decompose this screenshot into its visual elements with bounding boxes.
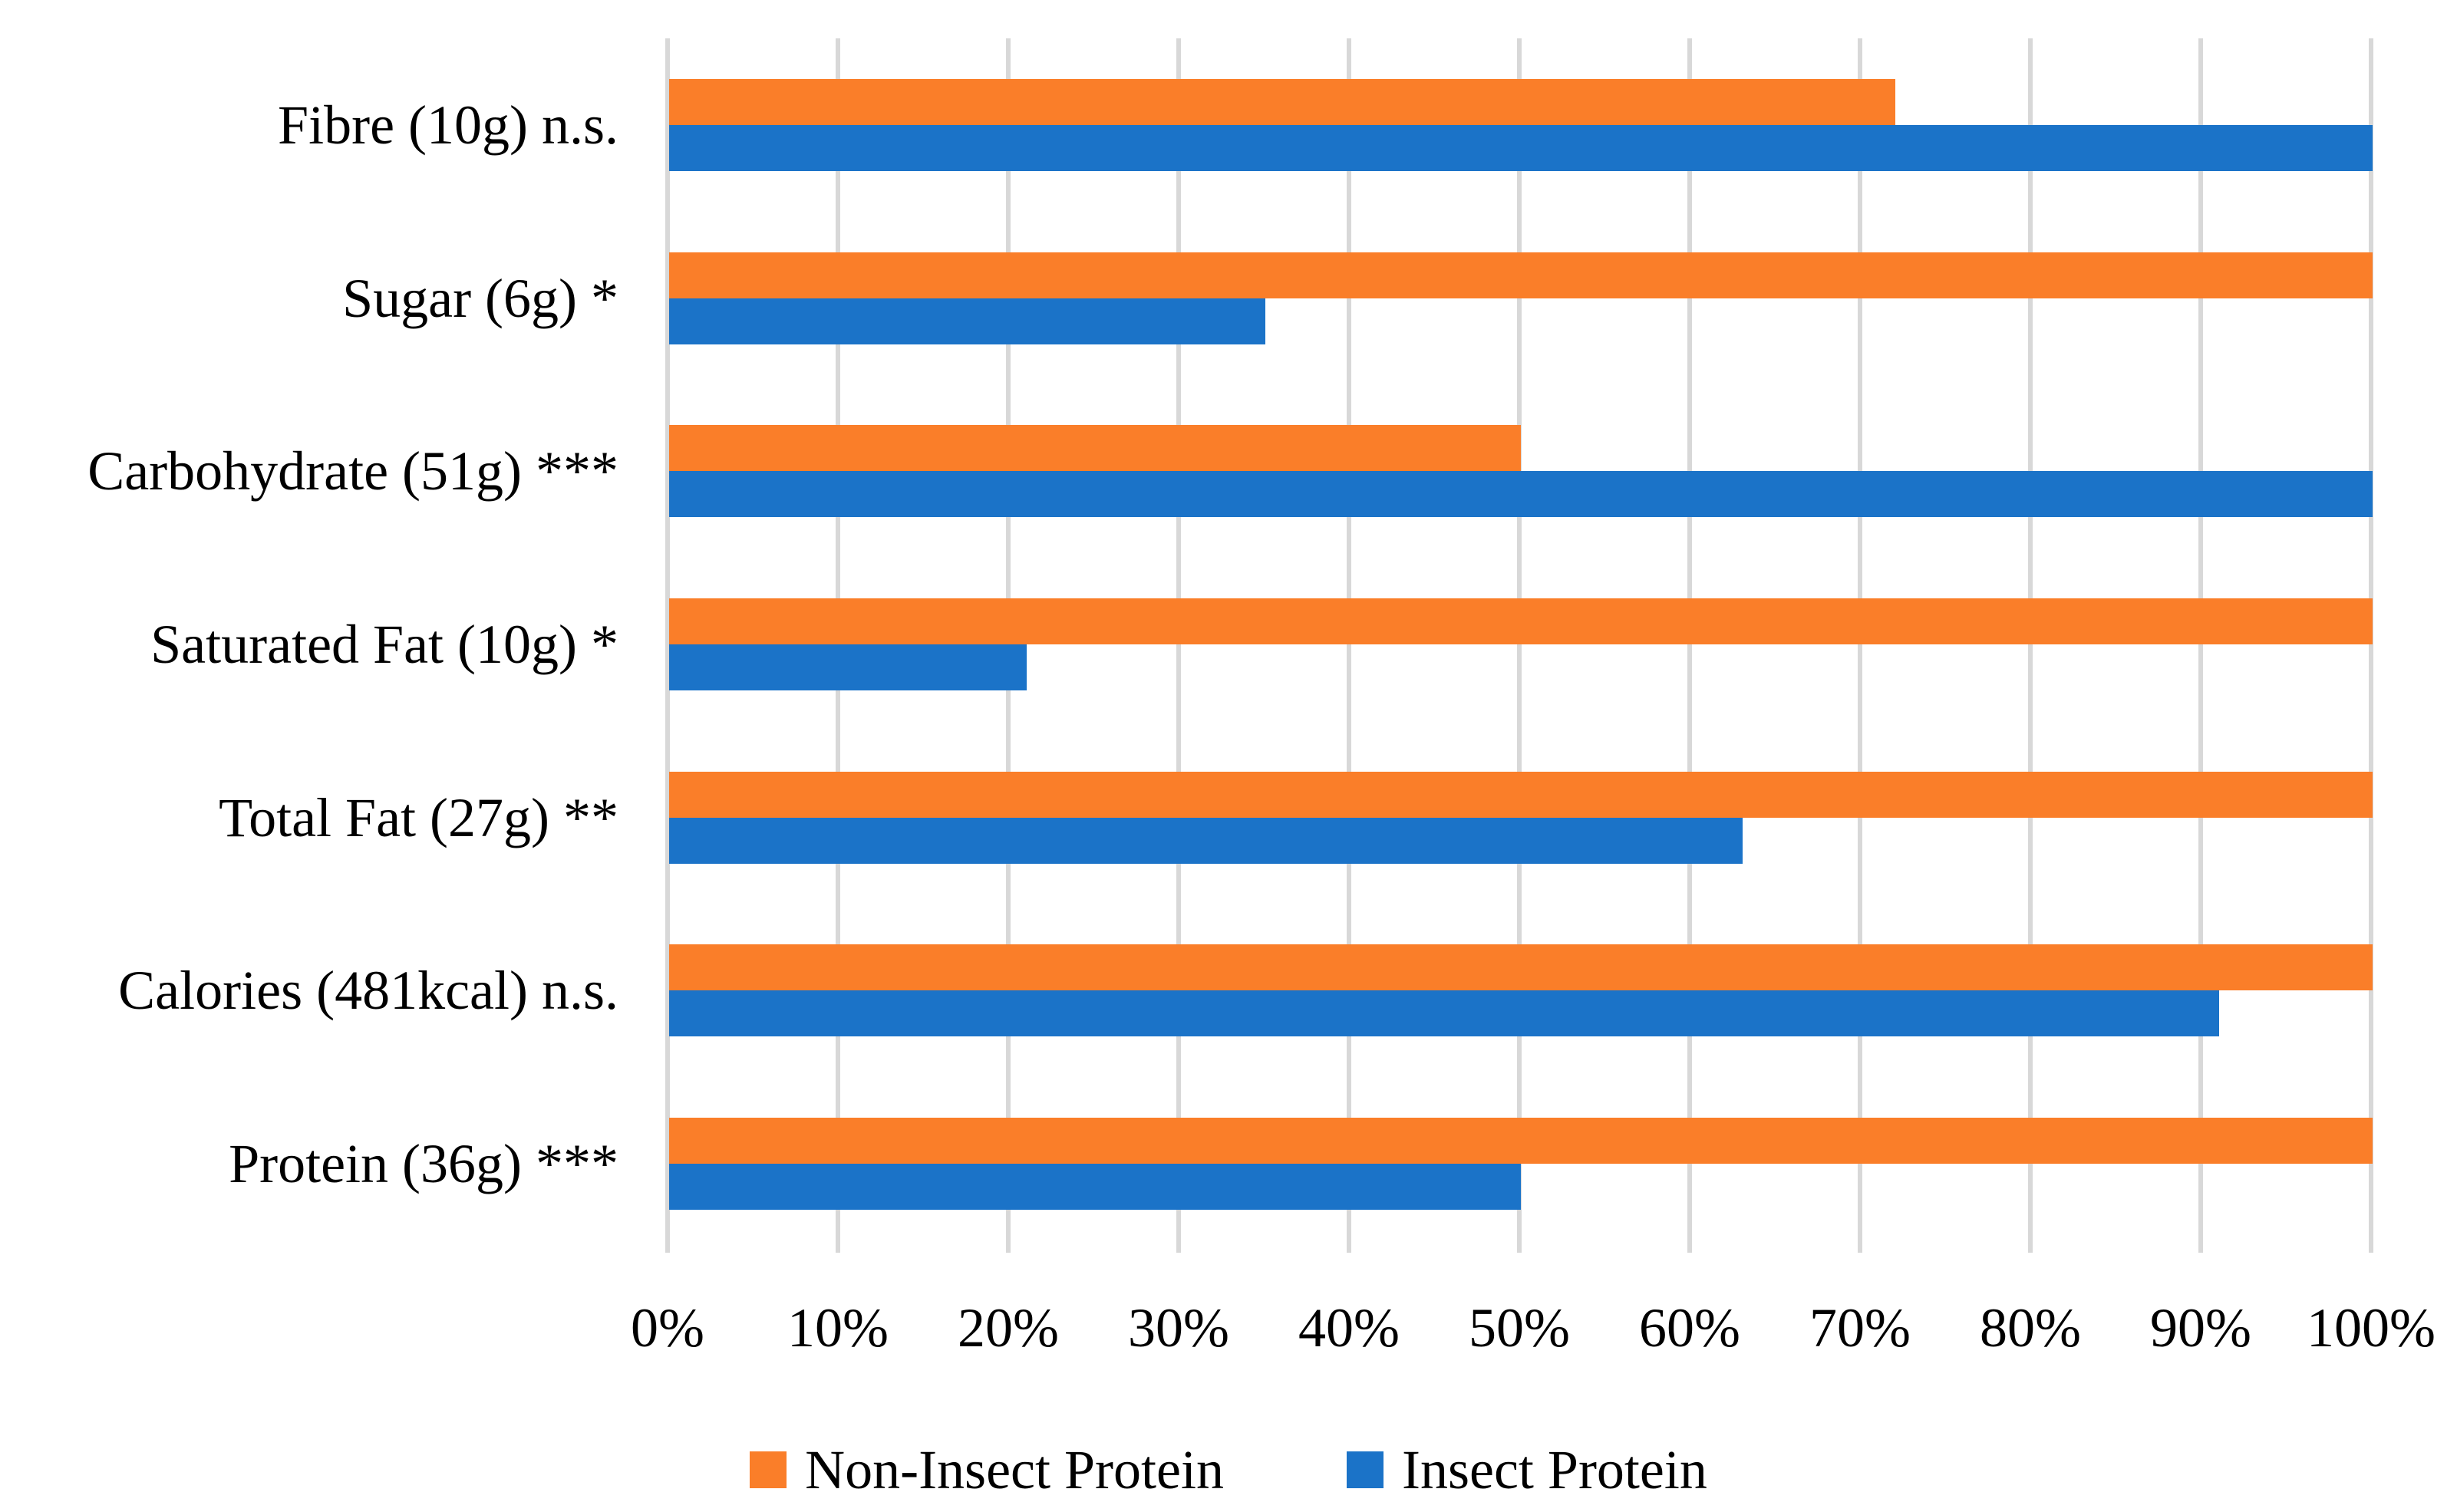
- legend-entry-insect-protein: Insect Protein: [1346, 1439, 1707, 1500]
- gridline: [1687, 38, 1692, 1253]
- legend-entry-non-insect-protein: Non-Insect Protein: [750, 1439, 1224, 1500]
- category-label: Protein (36g) ***: [229, 1133, 618, 1195]
- x-axis-tick-label: 40%: [1298, 1297, 1400, 1359]
- bar-non-insect-protein: [669, 252, 2373, 298]
- category-label: Saturated Fat (10g) *: [150, 613, 618, 675]
- x-axis-tick-label: 100%: [2307, 1297, 2436, 1359]
- category-label: Carbohydrate (51g) ***: [87, 440, 618, 502]
- x-axis-tick-label: 0%: [631, 1297, 704, 1359]
- y-axis-line: [665, 38, 670, 1253]
- x-axis-tick-label: 20%: [958, 1297, 1059, 1359]
- gridline: [1347, 38, 1351, 1253]
- bar-insect-protein: [669, 1164, 1521, 1211]
- x-axis-tick-label: 80%: [1980, 1297, 2081, 1359]
- category-label: Fibre (10g) n.s.: [278, 94, 618, 156]
- bar-non-insect-protein: [669, 425, 1521, 472]
- category-label: Sugar (6g) *: [342, 267, 618, 329]
- legend-label: Insect Protein: [1401, 1439, 1707, 1500]
- bar-non-insect-protein: [669, 1118, 2373, 1164]
- category-label: Total Fat (27g) **: [219, 786, 618, 848]
- category-label: Calories (481kcal) n.s.: [118, 960, 618, 1022]
- x-axis-tick-label: 70%: [1809, 1297, 1911, 1359]
- gridline: [2028, 38, 2033, 1253]
- bar-insect-protein: [669, 471, 2373, 518]
- x-axis-tick-label: 60%: [1639, 1297, 1740, 1359]
- x-axis-tick-label: 30%: [1128, 1297, 1229, 1359]
- bar-non-insect-protein: [669, 598, 2373, 644]
- bar-non-insect-protein: [669, 78, 1895, 125]
- legend-label: Non-Insect Protein: [805, 1439, 1224, 1500]
- gridline: [1858, 38, 1862, 1253]
- x-axis-tick-label: 50%: [1469, 1297, 1570, 1359]
- gridline: [2369, 38, 2373, 1253]
- legend-swatch-icon: [1346, 1451, 1384, 1488]
- bar-insect-protein: [669, 817, 1743, 864]
- legend-swatch-icon: [750, 1451, 787, 1488]
- bar-insect-protein: [669, 990, 2219, 1037]
- gridline: [2198, 38, 2203, 1253]
- x-axis-tick-label: 10%: [787, 1297, 889, 1359]
- bar-non-insect-protein: [669, 771, 2373, 818]
- bar-insect-protein: [669, 124, 2373, 171]
- bar-insect-protein: [669, 298, 1265, 344]
- x-axis-tick-label: 90%: [2150, 1297, 2251, 1359]
- bar-non-insect-protein: [669, 944, 2373, 991]
- gridline: [1517, 38, 1522, 1253]
- legend: Non-Insect Protein Insect Protein: [0, 1439, 2457, 1500]
- gridline: [1176, 38, 1181, 1253]
- bar-insect-protein: [669, 644, 1027, 690]
